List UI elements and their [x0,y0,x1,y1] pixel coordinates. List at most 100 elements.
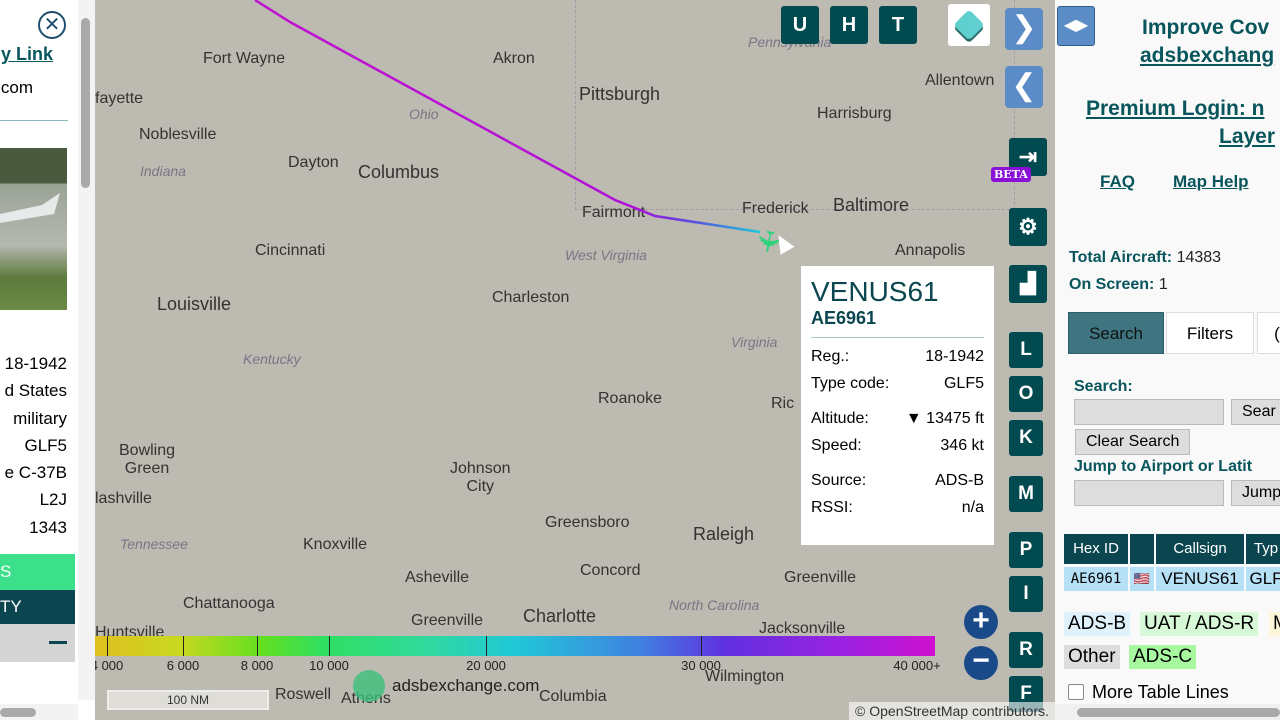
layers-icon[interactable] [948,4,990,46]
jump-button[interactable]: Jump [1231,480,1280,506]
legend-label: 30 000 [681,658,721,673]
city-label: Ric [771,395,795,412]
premium-login-link[interactable]: Premium Login: n [1086,97,1265,120]
type-name: e C-37B [4,463,67,483]
layers-link[interactable]: Layer [1219,125,1276,148]
map[interactable]: Fort Wayne Akron Pittsburgh Harrisburg Allen… [95,0,1055,720]
city-label: Annapolis [895,242,966,259]
city-label: Charlotte [523,606,597,626]
map-button-p[interactable]: P [1009,532,1043,568]
legend-tick [701,636,702,656]
city-label: Chattanooga [183,595,275,612]
aircraft-photo[interactable] [0,148,67,310]
map-button-i[interactable]: I [1009,576,1043,612]
button-u[interactable]: U [781,6,819,44]
more-table-lines-checkbox[interactable] [1068,684,1084,700]
us-flag-icon: 🇺🇸 [1130,567,1154,591]
legend-tick [183,636,184,656]
map-attribution[interactable]: © OpenStreetMap contributors. [849,702,1055,720]
col-hex-id[interactable]: Hex ID [1064,534,1128,564]
zoom-in-button[interactable]: + [964,605,998,639]
flight-path [254,0,761,234]
city-label: Frederick [742,200,809,217]
map-button-o[interactable]: O [1009,376,1043,412]
region-label: Kentucky [243,351,301,367]
tab-filters[interactable]: Filters [1166,312,1254,354]
vertical-scrollbar[interactable] [78,0,95,700]
aircraft-details: 18-1942 d States military GLF5 e C-37B L… [5,350,67,541]
legend-label: 10 000 [309,658,349,673]
button-h[interactable]: H [830,6,868,44]
city-label: Wilmington [705,668,785,685]
label: On Screen: [1069,276,1155,293]
expand-right-icon[interactable]: ❯ [1005,8,1043,50]
city-label: Knoxville [303,536,368,553]
tab-search[interactable]: Search [1068,312,1164,354]
beta-badge: BETA [991,167,1031,182]
city-label: Greenville [411,612,484,629]
jump-label: Jump to Airport or Latit [1074,458,1253,475]
region-label: Ohio [409,106,439,122]
city-label: Noblesville [139,126,217,143]
section-bar-dark[interactable]: TY [0,590,75,624]
city-label: Asheville [405,569,470,586]
city-label: Greenville [784,569,857,586]
col-flag[interactable] [1130,534,1154,564]
collapse-left-icon[interactable]: ❮ [1005,66,1043,108]
city-label: Allentown [925,72,995,89]
registration: 18-1942 [4,354,67,373]
button-t[interactable]: T [879,6,917,44]
legend-uat: UAT / ADS-R [1140,612,1259,636]
map-button-k[interactable]: K [1009,420,1043,456]
legend-tick [329,636,330,656]
leaderboard-icon[interactable]: ▟ [1009,265,1047,303]
clear-search-button[interactable]: Clear Search [1075,429,1191,455]
divider [0,120,68,121]
city-label: Baltimore [833,195,910,215]
minus-icon [49,641,67,644]
region-label: West Virginia [565,247,647,263]
map-button-m[interactable]: M [1009,476,1043,512]
zoom-out-button[interactable]: − [964,646,998,680]
squawk: 1343 [29,517,67,537]
toggle-sidebar-icon[interactable]: ◀▶ [1057,6,1095,46]
reg-value: 18-1942 [925,348,984,365]
map-button-r[interactable]: R [1009,632,1043,668]
search-button[interactable]: Sear [1231,399,1280,425]
label: RSSI: [811,499,853,516]
on-screen-value: 1 [1158,276,1168,293]
city-label: Cincinnati [255,242,326,259]
label: Reg.: [811,348,850,365]
search-label: Search: [1074,378,1133,395]
col-callsign[interactable]: Callsign [1156,534,1244,564]
settings-gear-icon[interactable]: ⚙ [1009,208,1047,246]
more-table-lines-label[interactable]: More Table Lines [1092,682,1229,702]
tooltip-callsign: VENUS61 [811,276,939,307]
map-help-link[interactable]: Map Help [1173,172,1249,191]
aircraft-link[interactable]: y Link [0,44,53,64]
total-aircraft-value: 14383 [1176,249,1222,266]
legend-tick [257,636,258,656]
search-input[interactable] [1074,399,1224,425]
city-label: Harrisburg [817,105,892,122]
section-bar[interactable]: S [0,554,75,590]
legend-tick [107,636,108,656]
jump-input[interactable] [1074,480,1224,506]
collapse-bar[interactable] [0,624,75,662]
faq-link[interactable]: FAQ [1100,172,1135,191]
col-type[interactable]: Typ [1246,534,1280,564]
city-label: Roanoke [598,390,663,407]
close-icon[interactable]: ✕ [38,11,66,39]
improve-coverage-text[interactable]: Improve Cov [1142,16,1270,39]
adsbexchange-link[interactable]: adsbexchang [1140,44,1275,67]
map-button-l[interactable]: L [1009,332,1043,368]
horizontal-scrollbar[interactable] [0,704,78,720]
on-screen: On Screen: 1 [1069,276,1168,294]
label: Type code: [811,375,890,392]
legend-label: 20 000 [466,658,506,673]
cell-type: GLF [1246,567,1280,591]
tab-other[interactable]: ( [1257,312,1280,354]
legend-mlat: M [1269,612,1280,636]
city-label: Raleigh [693,524,755,544]
horizontal-scrollbar[interactable] [1055,704,1280,720]
